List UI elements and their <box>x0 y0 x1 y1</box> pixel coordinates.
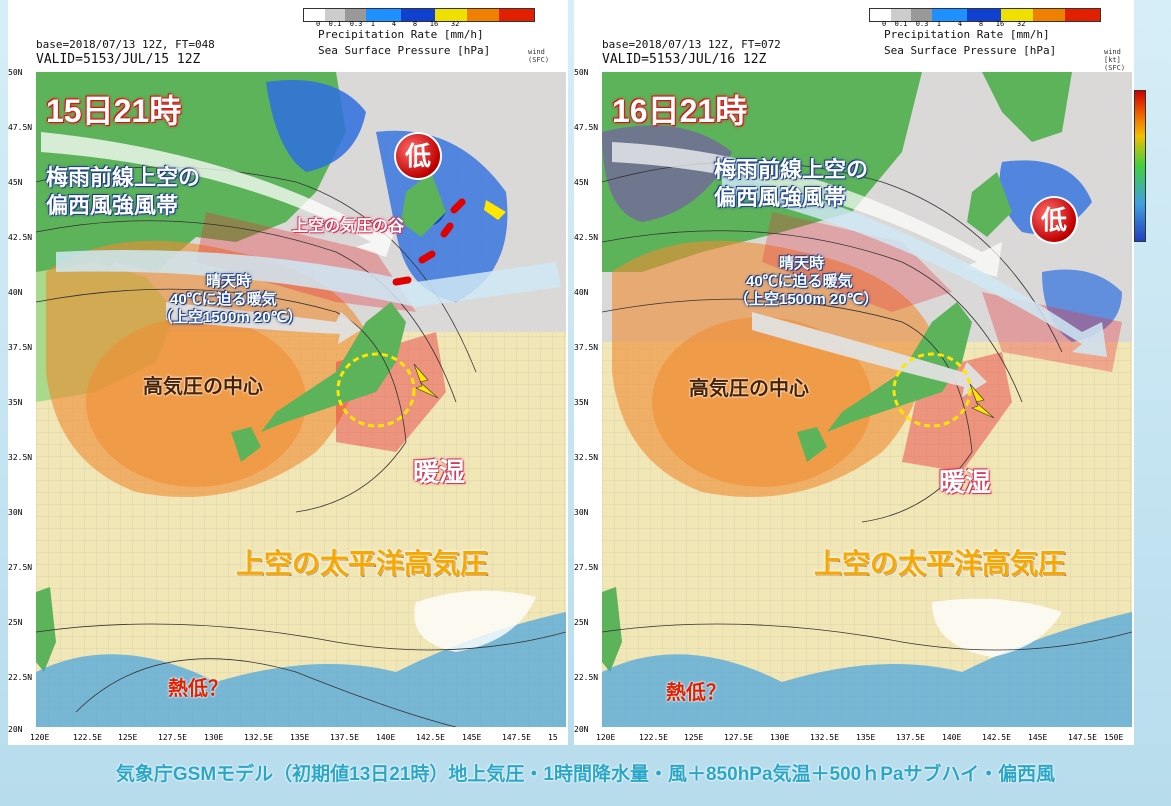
lat-tick: 47.5N <box>8 123 33 132</box>
map-svg <box>36 72 566 727</box>
lon-tick: 120E <box>596 733 616 742</box>
colorbar-ticks: 0 0.1 0.3 1 4 8 16 32 <box>316 20 460 28</box>
thermal-low-label: 熱低？ <box>168 678 228 700</box>
lat-tick: 35N <box>8 398 23 407</box>
lat-tick: 25N <box>574 618 589 627</box>
trough-label: 上空の気圧の谷 <box>292 218 405 235</box>
heat-altitude-label: （上空1500m 20℃） <box>158 309 303 326</box>
lat-tick: 37.5N <box>8 343 33 352</box>
lon-tick: 142.5E <box>416 733 445 742</box>
lat-tick: 22.5N <box>8 673 33 682</box>
lon-tick: 130E <box>770 733 790 742</box>
lon-tick: 127.5E <box>724 733 753 742</box>
valid-time: VALID=5153/JUL/15 12Z <box>36 52 201 67</box>
lon-tick: 137.5E <box>896 733 925 742</box>
lat-tick: 40N <box>8 288 23 297</box>
precip-colorbar <box>303 8 535 22</box>
sunny-label: 晴天時 <box>779 255 825 272</box>
lat-tick: 20N <box>574 725 589 734</box>
lat-tick: 30N <box>574 508 589 517</box>
lon-tick: 132.5E <box>244 733 273 742</box>
lat-tick: 20N <box>8 725 23 734</box>
lon-tick: 132.5E <box>810 733 839 742</box>
lon-tick: 140E <box>942 733 962 742</box>
wind-label: wind [kt] (SFC) <box>1104 48 1126 72</box>
lat-tick: 50N <box>574 68 589 77</box>
lon-tick: 145E <box>1028 733 1048 742</box>
lon-tick: 145E <box>462 733 482 742</box>
lon-tick: 125E <box>684 733 704 742</box>
lat-tick: 32.5N <box>574 453 599 462</box>
forecast-panel-15th: 0 0.1 0.3 1 4 8 16 32 Precipitation Rate… <box>8 0 568 745</box>
lon-tick: 147.5E <box>1068 733 1097 742</box>
wind-speed-colorbar <box>1134 90 1146 242</box>
lon-tick: 122.5E <box>73 733 102 742</box>
heat-label: 40℃に迫る暖気 <box>746 273 853 290</box>
pressure-title: Sea Surface Pressure [hPa] <box>884 44 1057 57</box>
thermal-low-label: 熱低？ <box>666 682 726 704</box>
base-time: base=2018/07/13 12Z, FT=048 <box>36 38 215 51</box>
lat-tick: 37.5N <box>574 343 599 352</box>
base-time: base=2018/07/13 12Z, FT=072 <box>602 38 781 51</box>
jet-label-2: 偏西風強風帯 <box>714 185 847 210</box>
jet-label-1: 梅雨前線上空の <box>46 165 201 190</box>
sunny-label: 晴天時 <box>206 273 252 290</box>
lat-tick: 35N <box>574 398 589 407</box>
lat-tick: 42.5N <box>574 233 599 242</box>
lon-tick: 122.5E <box>639 733 668 742</box>
jet-label-1: 梅雨前線上空の <box>714 157 869 182</box>
lon-tick: 135E <box>290 733 310 742</box>
lon-tick: 130E <box>204 733 224 742</box>
lat-tick: 25N <box>8 618 23 627</box>
lat-tick: 45N <box>8 178 23 187</box>
lat-tick: 47.5N <box>574 123 599 132</box>
valid-time: VALID=5153/JUL/16 12Z <box>602 52 767 67</box>
pacific-high-label: 上空の太平洋高気圧 <box>236 548 489 579</box>
warm-humid-label: 暖湿 <box>413 457 466 487</box>
heat-altitude-label: （上空1500m 20℃） <box>734 291 879 308</box>
lon-tick: 135E <box>856 733 876 742</box>
precip-title: Precipitation Rate [mm/h] <box>318 28 484 41</box>
lon-tick: 142.5E <box>982 733 1011 742</box>
heat-label: 40℃に迫る暖気 <box>170 291 277 308</box>
pacific-high-label: 上空の太平洋高気圧 <box>814 548 1067 579</box>
map-svg <box>602 72 1132 727</box>
pressure-title: Sea Surface Pressure [hPa] <box>318 44 491 57</box>
weather-map <box>36 72 566 727</box>
low-pressure-marker: 低 <box>396 134 440 178</box>
lat-tick: 42.5N <box>8 233 33 242</box>
precip-title: Precipitation Rate [mm/h] <box>884 28 1050 41</box>
lon-tick: 140E <box>376 733 396 742</box>
lon-tick: 15 <box>548 733 558 742</box>
map-title: 16日21時 <box>612 93 748 129</box>
lat-tick: 30N <box>8 508 23 517</box>
map-title: 15日21時 <box>46 93 182 129</box>
lon-tick: 150E <box>1104 733 1124 742</box>
lat-tick: 22.5N <box>574 673 599 682</box>
warm-humid-label: 暖湿 <box>939 467 992 497</box>
weather-map <box>602 72 1132 727</box>
high-center-label: 高気圧の中心 <box>689 378 809 400</box>
lat-tick: 27.5N <box>8 563 33 572</box>
lat-tick: 45N <box>574 178 589 187</box>
colorbar-ticks: 0 0.1 0.3 1 4 8 16 32 <box>882 20 1026 28</box>
lat-tick: 40N <box>574 288 589 297</box>
lon-tick: 127.5E <box>158 733 187 742</box>
high-center-label: 高気圧の中心 <box>143 376 263 398</box>
lon-tick: 125E <box>118 733 138 742</box>
lon-tick: 137.5E <box>330 733 359 742</box>
lon-tick: 147.5E <box>502 733 531 742</box>
precip-colorbar <box>869 8 1101 22</box>
wind-label: wind (SFC) <box>528 48 550 64</box>
low-pressure-marker: 低 <box>1032 198 1076 242</box>
caption: 気象庁GSMモデル（初期値13日21時）地上気圧・1時間降水量・風＋850hPa… <box>115 764 1056 785</box>
lat-tick: 50N <box>8 68 23 77</box>
lat-tick: 27.5N <box>574 563 599 572</box>
jet-label-2: 偏西風強風帯 <box>46 193 179 218</box>
forecast-panel-16th: 0 0.1 0.3 1 4 8 16 32 Precipitation Rate… <box>574 0 1134 745</box>
lon-tick: 120E <box>30 733 50 742</box>
lat-tick: 32.5N <box>8 453 33 462</box>
